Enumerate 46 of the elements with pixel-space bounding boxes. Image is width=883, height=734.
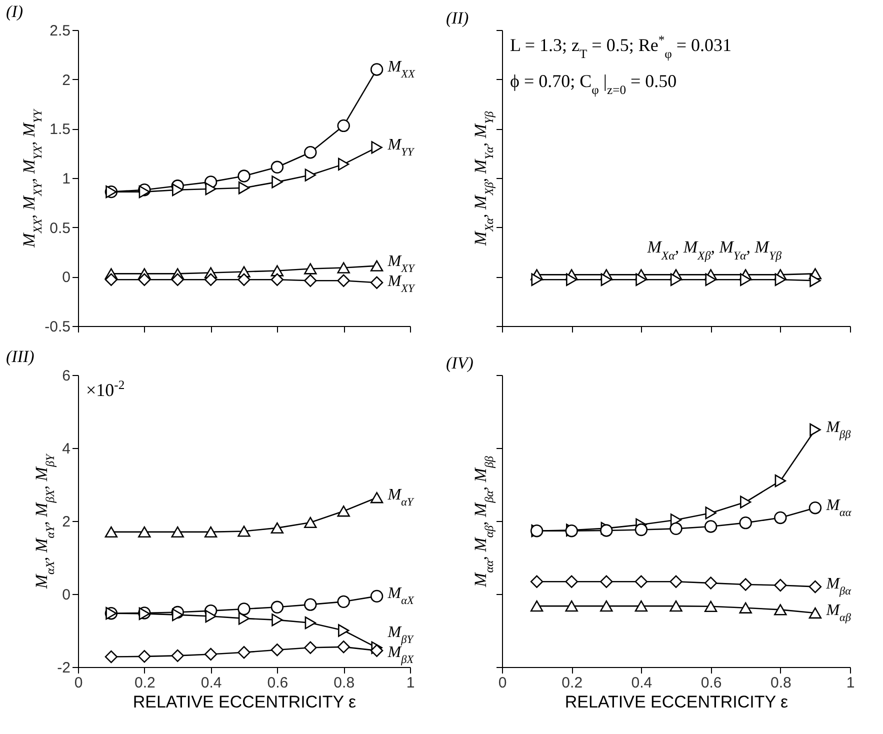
y-tick-label: 2.5 — [50, 22, 70, 40]
chart-title: (II) — [446, 8, 469, 28]
x-tick-label: 0 — [74, 674, 83, 692]
series-label: M$_{αα}$ — [825, 496, 852, 519]
x-axis-title: RELATIVE ECCENTRICITY ε — [132, 692, 357, 712]
series-label: M$_{βY}$ — [386, 624, 415, 646]
series-label: M$_{XX}$ — [386, 58, 416, 80]
x-tick-label: 0.8 — [334, 674, 355, 692]
y-tick-label: 1 — [62, 170, 70, 188]
series-label: M$_{βX}$ — [386, 644, 415, 666]
annotation: M$_{Xα}$, M$_{Xβ}$, M$_{Yα}$, M$_{Yβ}$ — [646, 238, 782, 263]
x-tick-label: 1 — [406, 674, 415, 692]
x-tick-label: 0.2 — [562, 674, 583, 692]
y-tick-label: 1.5 — [50, 121, 70, 138]
x-tick-label: 1 — [846, 674, 855, 692]
x-tick-label: 0 — [498, 674, 507, 692]
chart-title: (IV) — [446, 354, 474, 372]
series-label: M$_{αβ}$ — [825, 602, 852, 624]
y-tick-label: 0.5 — [50, 220, 70, 237]
series-label: M$_{YY}$ — [386, 136, 416, 158]
x-tick-label: 0.4 — [631, 674, 652, 692]
y-tick-label: 6 — [62, 368, 70, 384]
y-tick-label: -0.5 — [44, 318, 70, 336]
y-tick-label: 0 — [62, 269, 70, 286]
series-label: M$_{βα}$ — [825, 576, 852, 598]
x-tick-label: 0.4 — [200, 674, 222, 692]
y-tick-label: 2 — [62, 72, 70, 89]
x-tick-label: 0.8 — [770, 674, 792, 692]
series-label: M$_{XY}$ — [386, 253, 416, 276]
y-tick-label: 0 — [62, 586, 70, 604]
chart-title: (III) — [6, 347, 35, 366]
x-tick-label: 0.6 — [267, 674, 288, 692]
series-label: M$_{XY}$ — [386, 273, 416, 296]
annotation: ×10$^{-2}$ — [86, 378, 125, 400]
y-tick-label: 4 — [62, 440, 70, 458]
series-label: M$_{αY}$ — [386, 486, 415, 509]
annotation: ϕ = 0.70; C$_{φ}$ |$_{z=0}$ = 0.50 — [510, 71, 677, 97]
y-tick-label: 2 — [62, 514, 70, 530]
series-label: M$_{ββ}$ — [825, 418, 852, 441]
series-label: M$_{αX}$ — [386, 585, 415, 608]
x-tick-label: 0.6 — [700, 674, 722, 692]
chart-title: (I) — [6, 2, 24, 21]
y-tick-label: -2 — [57, 660, 70, 676]
annotation: L = 1.3; z$_{T}$ = 0.5; Re$^{*}$$_{φ}$ = 0.031 — [510, 33, 732, 61]
x-axis-title: RELATIVE ECCENTRICITY ε — [564, 692, 789, 712]
x-tick-label: 0.2 — [134, 674, 156, 692]
